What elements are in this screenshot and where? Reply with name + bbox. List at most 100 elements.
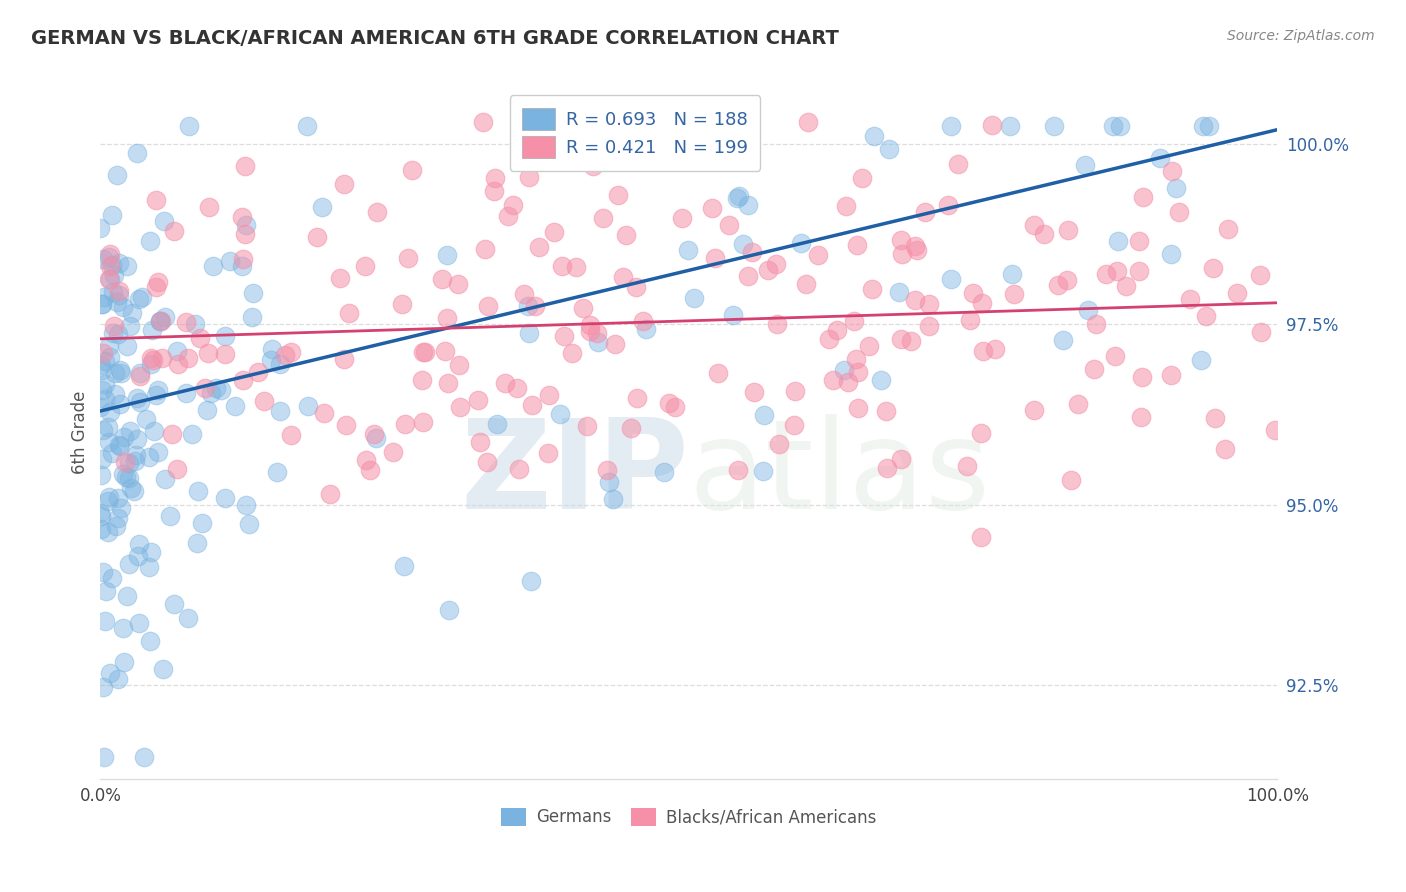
Point (508, 462, 530, 476)
Point (834, 199, 856, 213)
Point (664, 400, 686, 414)
Point (561, 346, 583, 360)
Point (200, 386, 222, 401)
Point (153, 472, 176, 486)
Point (1022, 218, 1045, 232)
Point (91, 346, 114, 360)
Point (585, 326, 607, 340)
Point (870, 373, 893, 387)
Point (195, 402, 218, 417)
Point (138, 634, 160, 648)
Point (543, 225, 565, 239)
Point (728, 189, 751, 203)
Point (1226, 286, 1249, 301)
Point (918, 297, 941, 311)
Point (612, 269, 634, 284)
Point (972, 296, 994, 310)
Point (718, 219, 741, 233)
Point (551, 259, 574, 273)
Point (936, 198, 959, 212)
Point (412, 344, 434, 359)
Point (1024, 403, 1046, 417)
Point (139, 545, 162, 559)
Point (1161, 164, 1184, 178)
Point (970, 426, 993, 441)
Point (129, 366, 152, 380)
Point (1074, 158, 1097, 172)
Point (875, 403, 897, 417)
Point (890, 452, 912, 467)
Point (329, 271, 352, 285)
Point (606, 188, 628, 202)
Point (1107, 234, 1129, 248)
Point (128, 615, 150, 630)
Point (110, 363, 132, 377)
Point (526, 138, 548, 153)
Point (366, 204, 388, 219)
Point (138, 450, 160, 465)
Point (124, 454, 146, 468)
Point (520, 574, 543, 588)
Point (104, 367, 127, 381)
Point (105, 295, 128, 310)
Point (797, 115, 820, 129)
Point (97, 339, 120, 353)
Point (891, 246, 914, 260)
Point (163, 224, 186, 238)
Point (139, 351, 162, 365)
Point (596, 463, 619, 477)
Point (174, 386, 197, 401)
Point (152, 351, 174, 366)
Point (1149, 151, 1171, 165)
Point (107, 437, 129, 451)
Point (128, 395, 150, 409)
Point (124, 483, 146, 498)
Point (527, 240, 550, 254)
Point (112, 430, 135, 444)
Point (91, 565, 114, 579)
Point (436, 248, 458, 262)
Point (214, 329, 236, 343)
Point (578, 324, 600, 338)
Point (90, 522, 112, 536)
Point (115, 260, 138, 274)
Point (242, 285, 264, 300)
Point (658, 396, 681, 410)
Point (602, 491, 624, 506)
Point (733, 237, 755, 252)
Point (311, 200, 333, 214)
Point (135, 411, 157, 425)
Point (1056, 223, 1078, 237)
Point (90, 468, 112, 483)
Point (1043, 119, 1066, 133)
Point (118, 424, 141, 438)
Point (439, 603, 461, 617)
Point (1130, 370, 1153, 384)
Point (231, 260, 253, 274)
Point (548, 407, 571, 421)
Point (101, 571, 124, 585)
Point (900, 334, 922, 348)
Point (180, 427, 202, 442)
Point (139, 357, 162, 371)
Point (91, 252, 114, 267)
Point (89, 220, 111, 235)
Point (1192, 119, 1215, 133)
Point (103, 319, 125, 334)
Point (231, 211, 253, 225)
Point (353, 259, 375, 273)
Point (332, 352, 354, 367)
Point (1067, 397, 1090, 411)
Point (1083, 362, 1105, 376)
Point (579, 318, 602, 333)
Point (166, 462, 188, 476)
Point (737, 269, 759, 284)
Point (415, 345, 437, 359)
Point (1160, 247, 1182, 261)
Point (93, 392, 115, 406)
Point (654, 465, 676, 479)
Point (754, 408, 776, 422)
Point (742, 384, 765, 399)
Point (520, 399, 543, 413)
Point (97, 272, 120, 286)
